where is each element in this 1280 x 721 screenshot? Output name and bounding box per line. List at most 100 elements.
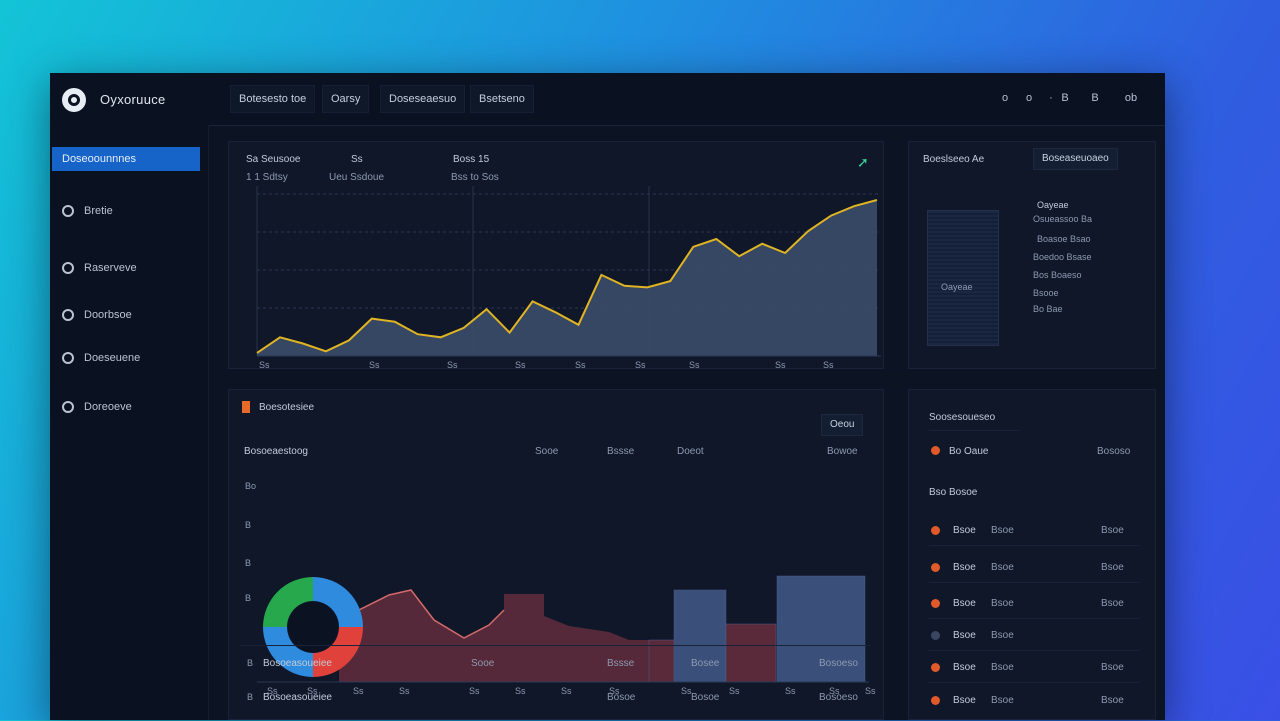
row-col-a: Bsoe <box>953 630 976 641</box>
table-cell: Bosoe <box>691 692 720 703</box>
row-col-b: Bsoe <box>991 662 1014 673</box>
row-col-a: Bsoe <box>953 525 976 536</box>
notification-icon[interactable]: o <box>1001 92 1009 104</box>
list-item: Bsooe <box>1033 288 1059 298</box>
stat-3-title: Boss 15 <box>453 154 490 165</box>
list-item: Boasoe Bsao <box>1037 234 1091 244</box>
bar <box>725 623 777 683</box>
divider <box>241 645 871 646</box>
bottom-chart-button[interactable]: Oeou <box>821 414 864 436</box>
divider <box>929 618 1139 619</box>
row-bullet-icon: B <box>247 658 254 668</box>
right-tab-2[interactable]: Boseaseuoaeo <box>1033 148 1118 170</box>
sidebar-item-2[interactable]: Bretie <box>52 199 200 223</box>
status-dot-icon <box>931 631 940 640</box>
nav-tab-1[interactable]: Botesesto toe <box>230 85 316 113</box>
row-value: Bsoe <box>1101 562 1124 573</box>
flag-icon <box>242 401 250 413</box>
right-tab-1[interactable]: Boeslseeo Ae <box>923 154 985 165</box>
search-icon[interactable]: o <box>1025 92 1033 104</box>
sidebar-item-5[interactable]: Doeseuene <box>52 346 200 370</box>
list-item: Osueassoo Ba <box>1033 214 1093 224</box>
sidebar-item-3[interactable]: Raserveve <box>52 256 200 280</box>
x-tick: Ss <box>515 686 526 696</box>
stat-1-title: Sa Seusooe <box>246 154 301 165</box>
series-line <box>256 199 878 354</box>
x-tick: Ss <box>561 686 572 696</box>
area-series-line <box>338 589 505 641</box>
thumbnail-image <box>927 210 999 346</box>
x-tick: Ss <box>823 360 834 370</box>
app-title: Oyxoruuce <box>100 92 166 107</box>
x-tick: Ss <box>609 686 620 696</box>
sidebar-item-dashboard[interactable]: Doseoounnnes <box>52 147 200 171</box>
x-tick: Ss <box>635 360 646 370</box>
thumbnail-caption: Oayeae <box>941 282 973 292</box>
status-dot-icon <box>931 526 940 535</box>
nav-tab-4[interactable]: Bsetseno <box>470 85 534 113</box>
sidebar-item-label: Bretie <box>84 205 113 217</box>
nav-tab-3[interactable]: Doseseaesuo <box>380 85 466 113</box>
row-col-a: Bsoe <box>953 562 976 573</box>
trend-up-icon: ➚ <box>857 154 869 170</box>
table-cell: Bssse <box>607 658 635 669</box>
bookmark-icon[interactable]: B <box>1061 92 1069 104</box>
right-top-panel: Boeslseeo Ae Boseaseuoaeo Oayeae Osueass… <box>908 141 1156 369</box>
y-tick: B <box>245 520 252 530</box>
row-value: Bsoe <box>1101 525 1124 536</box>
x-tick: Ss <box>369 360 380 370</box>
table-cell: Bosee <box>691 658 720 669</box>
area-series <box>339 590 649 682</box>
sidebar-item-4[interactable]: Doorbsoe <box>52 303 200 327</box>
stat-1-value: 1 1 Sdtsy <box>246 172 288 183</box>
donut-slice <box>263 577 313 627</box>
bell-icon[interactable]: B <box>1091 92 1099 104</box>
x-tick: Ss <box>785 686 796 696</box>
divider <box>929 682 1139 683</box>
y-tick: B <box>245 593 252 603</box>
row-value: Bsoe <box>1101 662 1124 673</box>
donut-slice <box>313 577 363 627</box>
sidebar-item-label: Doreoeve <box>84 401 132 413</box>
nav-tab-2[interactable]: Oarsy <box>322 85 370 113</box>
row-value: Bsoe <box>1101 695 1124 706</box>
row-value: Bsoe <box>1101 598 1124 609</box>
x-tick: Ss <box>681 686 692 696</box>
status-dot-icon <box>931 696 940 705</box>
logo-icon[interactable] <box>62 88 86 112</box>
bar <box>648 639 676 683</box>
menu-icon[interactable]: · <box>1049 92 1053 104</box>
clock-icon <box>62 309 74 321</box>
help-icon <box>62 401 74 413</box>
user-icon[interactable]: ob <box>1124 92 1138 104</box>
row-col-a: Bsoe <box>953 695 976 706</box>
table-row-name[interactable]: Bosoeasoueiee <box>263 658 332 669</box>
settings-icon <box>62 262 74 274</box>
status-dot-icon <box>931 563 940 572</box>
table-cell: Bosoeso <box>819 692 858 703</box>
header-value: Bososo <box>1097 446 1131 457</box>
x-tick: Ss <box>729 686 740 696</box>
right-bottom-title: Soosesoueseo <box>929 412 996 423</box>
x-tick: Ss <box>267 686 278 696</box>
stat-3-value: Bss to Sos <box>451 172 499 183</box>
sidebar-item-label: Raserveve <box>84 262 137 274</box>
bottom-chart-title: Boesotesiee <box>259 402 315 413</box>
x-tick: Ss <box>775 360 786 370</box>
table-cell: Bosoe <box>607 692 636 703</box>
x-tick: Ss <box>307 686 318 696</box>
main-chart-panel: Sa Seusooe 1 1 Sdtsy Ss Ueu Ssdoue Boss … <box>228 141 884 370</box>
col-header-1: Bosoeaestoog <box>244 446 308 457</box>
col-header-2: Sooe <box>535 446 559 457</box>
row-col-a: Bsoe <box>953 598 976 609</box>
status-dot-icon <box>931 446 940 455</box>
table-row-name[interactable]: Bosoeasoueiee <box>263 692 332 703</box>
section-title: Bso Bosoe <box>929 487 978 498</box>
stat-2-title: Ss <box>351 154 363 165</box>
sidebar-item-6[interactable]: Doreoeve <box>52 395 200 419</box>
row-col-b: Bsoe <box>991 525 1014 536</box>
sidebar: Doseoounnnes Bretie Raserveve Doorbsoe D… <box>50 125 209 720</box>
stat-2-value: Ueu Ssdoue <box>329 172 385 183</box>
list-item: Oayeae <box>1037 200 1069 210</box>
divider <box>929 430 1019 431</box>
